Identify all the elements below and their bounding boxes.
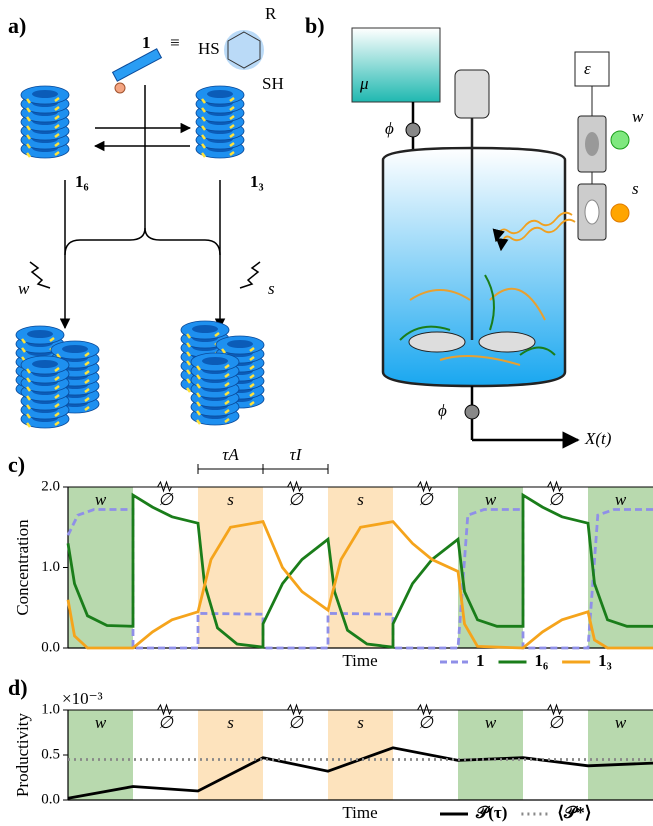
annotation: τI bbox=[290, 445, 303, 464]
panel-label: b) bbox=[305, 13, 325, 38]
stack-br bbox=[191, 353, 239, 425]
x-label: Time bbox=[342, 651, 377, 670]
halo bbox=[224, 30, 264, 70]
bead bbox=[115, 83, 125, 93]
tank bbox=[383, 148, 565, 386]
legend-label: 1₃ bbox=[598, 651, 612, 670]
phase-label: ∅ bbox=[288, 490, 304, 509]
multiplier: ×10⁻³ bbox=[62, 689, 103, 708]
bracket bbox=[263, 464, 328, 474]
lamp-bulb bbox=[585, 200, 599, 224]
phase-label: ∅ bbox=[548, 490, 564, 509]
valve bbox=[465, 405, 479, 419]
phase-label: ∅ bbox=[288, 713, 304, 732]
flow-out: ϕ bbox=[438, 401, 447, 420]
hs: HS bbox=[198, 39, 220, 58]
stack-left bbox=[21, 86, 69, 158]
flow-in: ϕ bbox=[385, 119, 394, 138]
y-tick-label: 0.0 bbox=[41, 639, 60, 655]
phase-label: ∅ bbox=[158, 490, 174, 509]
phase-label: ∅ bbox=[158, 713, 174, 732]
phase-label: ∅ bbox=[418, 490, 434, 509]
y-tick-label: 1.0 bbox=[41, 701, 60, 717]
valve bbox=[406, 123, 420, 137]
equiv: ≡ bbox=[170, 33, 180, 52]
lamp-w: w bbox=[632, 107, 644, 126]
light-s bbox=[611, 204, 629, 222]
phase-label: w bbox=[615, 490, 627, 509]
controller bbox=[575, 52, 609, 86]
impeller bbox=[409, 332, 465, 352]
phase-label: s bbox=[357, 713, 364, 732]
reservoir-label: μ bbox=[359, 74, 369, 93]
panel-label: d) bbox=[8, 675, 28, 700]
motor bbox=[455, 70, 489, 118]
legend-label: 1 bbox=[476, 651, 485, 670]
phase-label: w bbox=[485, 713, 497, 732]
annotation: τA bbox=[222, 445, 239, 464]
impeller bbox=[479, 332, 535, 352]
phase-label: w bbox=[485, 490, 497, 509]
phase-band bbox=[68, 487, 133, 648]
legend-label: 𝒫(τ) bbox=[475, 803, 507, 822]
phase-label: w bbox=[95, 490, 107, 509]
legend-label: ⟨𝒫*⟩ bbox=[557, 803, 591, 822]
bracket bbox=[198, 464, 263, 474]
phase-label: w bbox=[615, 713, 627, 732]
output: X(t) bbox=[584, 429, 612, 448]
y-label: Productivity bbox=[13, 712, 32, 797]
phase-label: w bbox=[95, 713, 107, 732]
x-label: Time bbox=[342, 803, 377, 822]
y-tick-label: 0.0 bbox=[41, 791, 60, 807]
legend-label: 1₆ bbox=[535, 651, 549, 670]
phase-label: s bbox=[227, 490, 234, 509]
y-tick-label: 1.0 bbox=[41, 559, 60, 575]
lamp-s: s bbox=[632, 179, 639, 198]
controller-label: ε bbox=[584, 59, 591, 78]
sh: SH bbox=[262, 74, 284, 93]
figure: a) 1 ≡ HS R SH 1₆ 1₃ w s b) μ ϕ ϕ X(t) ε… bbox=[0, 0, 653, 826]
signal-s: s bbox=[268, 279, 275, 298]
stack-bl bbox=[21, 356, 69, 428]
phase-label: ∅ bbox=[548, 713, 564, 732]
y-tick-label: 2.0 bbox=[41, 478, 60, 494]
r: R bbox=[265, 4, 277, 23]
phase-label: ∅ bbox=[418, 713, 434, 732]
y-label: Concentration bbox=[13, 519, 32, 616]
y-tick-label: 0.5 bbox=[41, 746, 60, 762]
molecule-label: 1 bbox=[142, 33, 151, 52]
phase-label: s bbox=[357, 490, 364, 509]
page: { "panel_a": {"label": "a)", "molecule":… bbox=[0, 0, 653, 826]
stack-right-label: 1₃ bbox=[250, 172, 264, 191]
stack-right bbox=[196, 86, 244, 158]
stack-left-label: 1₆ bbox=[75, 172, 89, 191]
panel-label: c) bbox=[8, 452, 25, 477]
molecule-rod bbox=[113, 49, 162, 81]
light-w bbox=[611, 131, 629, 149]
signal-w: w bbox=[18, 279, 30, 298]
lamp-bulb bbox=[585, 132, 599, 156]
panel-label: a) bbox=[8, 13, 26, 38]
phase-label: s bbox=[227, 713, 234, 732]
